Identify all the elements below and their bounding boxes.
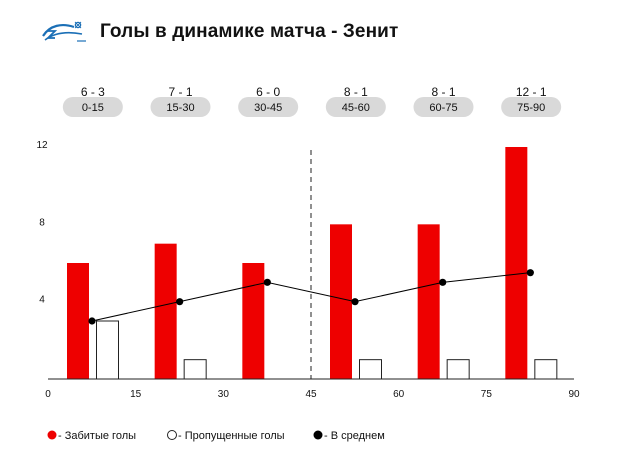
scored-goals-bar xyxy=(330,224,352,379)
chart-title: Голы в динамике матча - Зенит xyxy=(100,21,399,42)
conceded-goals-bar xyxy=(534,359,558,380)
x-tick-label: 15 xyxy=(130,389,142,400)
interval-score-label: 12 - 1 xyxy=(516,85,547,99)
interval-range-label: 60-75 xyxy=(429,102,457,114)
interval-range-pill xyxy=(413,97,474,117)
interval-range-label: 45-60 xyxy=(342,102,370,114)
scored-goals-bar xyxy=(417,224,440,379)
legend-marker-scored xyxy=(47,430,57,440)
average-point xyxy=(439,278,447,286)
interval-score-label: 7 - 1 xyxy=(168,85,192,99)
y-tick-label: 12 xyxy=(36,140,48,151)
interval-score-label: 6 - 3 xyxy=(81,85,105,99)
interval-score-label: 8 - 1 xyxy=(344,85,368,99)
conceded-goals-bar xyxy=(446,359,470,380)
legend-marker-conceded xyxy=(167,430,177,440)
conceded-goals-bar xyxy=(96,320,119,380)
x-tick-label: 45 xyxy=(305,389,317,400)
interval-range-pill xyxy=(238,97,299,117)
legend-label: - В среднем xyxy=(324,430,385,442)
conceded-goals-bar xyxy=(183,359,207,380)
interval-range-label: 30-45 xyxy=(254,102,282,114)
zenit-logo-icon xyxy=(42,21,86,42)
interval-range-pill xyxy=(150,97,211,117)
x-tick-label: 90 xyxy=(568,389,580,400)
y-tick-label: 4 xyxy=(39,295,45,306)
conceded-goals-bar xyxy=(359,359,382,380)
average-point xyxy=(526,269,534,277)
average-point xyxy=(88,317,96,325)
scored-goals-bar xyxy=(154,243,177,379)
interval-range-label: 15-30 xyxy=(166,102,194,114)
scored-goals-bar xyxy=(67,263,89,379)
x-tick-label: 30 xyxy=(218,389,230,400)
interval-range-pill xyxy=(62,97,123,117)
y-tick-label: 8 xyxy=(39,217,45,228)
interval-range-pill xyxy=(501,97,562,117)
average-line xyxy=(91,272,531,322)
interval-range-label: 0-15 xyxy=(82,102,104,114)
average-point xyxy=(176,298,184,306)
x-tick-label: 60 xyxy=(393,389,405,400)
x-tick-label: 0 xyxy=(45,389,51,400)
scored-goals-bar xyxy=(242,263,265,379)
interval-score-label: 8 - 1 xyxy=(431,85,455,99)
average-point xyxy=(351,298,359,306)
interval-score-label: 6 - 0 xyxy=(256,85,280,99)
interval-range-label: 75-90 xyxy=(517,102,545,114)
chart-header: Голы в динамике матча - Зенит xyxy=(40,14,398,50)
x-tick-label: 75 xyxy=(481,389,493,400)
interval-range-pill xyxy=(325,97,386,117)
legend-label: - Забитые голы xyxy=(58,430,136,442)
legend-label: - Пропущенные голы xyxy=(178,430,285,442)
legend-marker-average xyxy=(313,430,323,440)
average-point xyxy=(263,278,271,286)
scored-goals-bar xyxy=(505,147,528,379)
